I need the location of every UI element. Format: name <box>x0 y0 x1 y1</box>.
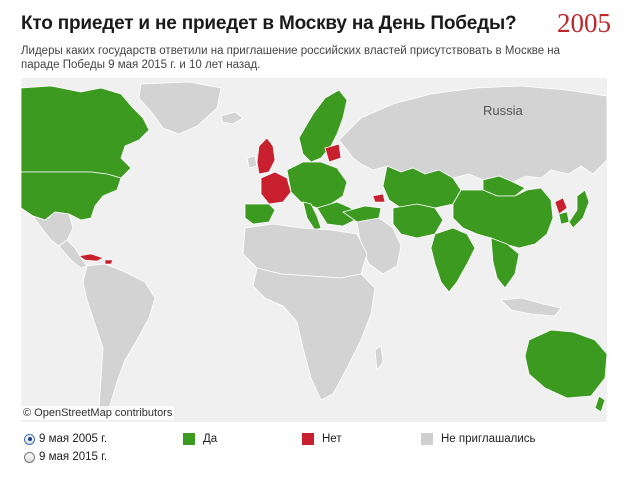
page-title: Кто приедет и не приедет в Москву на Ден… <box>21 13 517 34</box>
country-japan[interactable] <box>568 189 590 229</box>
country-greenland[interactable] <box>138 81 222 135</box>
country-central-europe[interactable] <box>286 161 348 209</box>
country-indonesia[interactable] <box>500 297 562 317</box>
option-2015-label: 9 мая 2015 г. <box>39 451 108 463</box>
country-turkey[interactable] <box>342 205 382 223</box>
country-italy[interactable] <box>302 201 322 231</box>
country-north-korea[interactable] <box>554 197 568 215</box>
country-russia[interactable] <box>338 85 607 183</box>
legend-no: Нет <box>302 433 342 445</box>
header: Кто приедет и не приедет в Москву на Ден… <box>21 8 611 38</box>
russia-label: Russia <box>483 103 524 118</box>
legend-yes-label: Да <box>203 433 218 445</box>
country-france[interactable] <box>260 171 292 205</box>
country-iran-afghanistan[interactable] <box>392 203 444 239</box>
legend-not-invited: Не приглашались <box>421 433 536 445</box>
country-cuba[interactable] <box>78 253 104 262</box>
country-sub-saharan-africa[interactable] <box>252 267 376 401</box>
country-china[interactable] <box>452 187 554 249</box>
legend-no-label: Нет <box>322 433 342 445</box>
legend-not-invited-swatch <box>421 433 433 445</box>
country-baltics[interactable] <box>324 143 342 163</box>
world-map[interactable]: Russia <box>21 78 607 422</box>
country-south-america[interactable] <box>82 263 156 419</box>
radio-2015[interactable] <box>24 451 35 463</box>
option-2015[interactable]: 9 мая 2015 г. <box>24 448 107 466</box>
option-2005-label: 9 мая 2005 г. <box>39 433 108 445</box>
country-caribbean[interactable] <box>104 259 114 265</box>
legend-yes-swatch <box>183 433 195 445</box>
legend-yes: Да <box>183 433 217 445</box>
country-india[interactable] <box>430 227 476 293</box>
subtitle: Лидеры каких государств ответили на приг… <box>21 45 561 71</box>
country-mexico[interactable] <box>31 211 74 247</box>
country-south-korea[interactable] <box>558 211 570 225</box>
country-iceland[interactable] <box>220 111 244 125</box>
legend-not-invited-label: Не приглашались <box>441 433 536 445</box>
country-iberia[interactable] <box>244 203 276 225</box>
country-georgia[interactable] <box>372 193 386 203</box>
country-uk[interactable] <box>256 137 276 175</box>
country-scandinavia[interactable] <box>298 89 348 163</box>
map-svg[interactable]: Russia <box>21 78 607 422</box>
legend-no-swatch <box>302 433 314 445</box>
country-australia[interactable] <box>524 329 607 399</box>
country-new-zealand[interactable] <box>594 395 606 413</box>
country-southeast-asia[interactable] <box>490 237 520 289</box>
option-2005[interactable]: 9 мая 2005 г. <box>24 430 107 448</box>
country-central-america[interactable] <box>58 239 88 269</box>
country-madagascar[interactable] <box>374 345 384 372</box>
year-selector[interactable]: 9 мая 2005 г. 9 мая 2015 г. <box>24 430 107 466</box>
year-label: 2005 <box>557 8 611 38</box>
map-attribution[interactable]: © OpenStreetMap contributors <box>21 406 175 420</box>
radio-2005[interactable] <box>24 433 35 445</box>
country-ireland[interactable] <box>246 155 258 169</box>
